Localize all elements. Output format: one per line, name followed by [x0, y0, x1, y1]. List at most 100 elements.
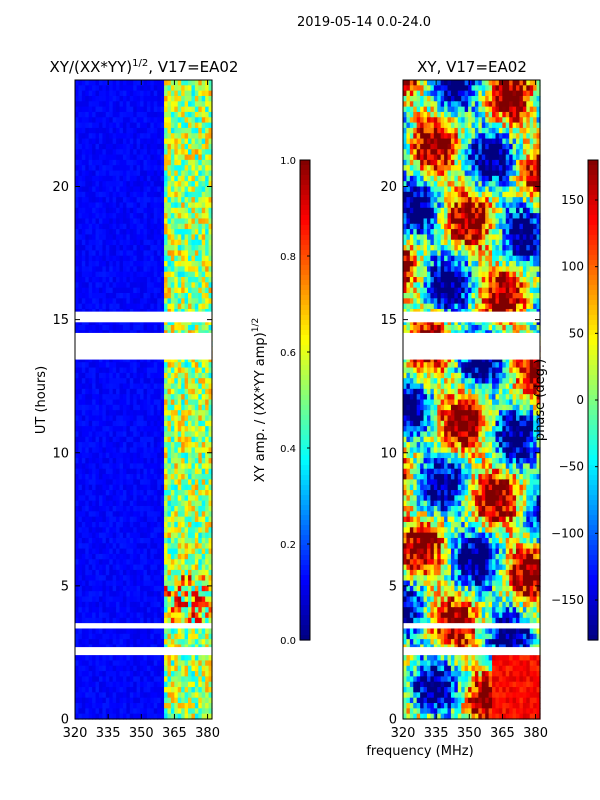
heatmap-cell [170, 266, 175, 273]
heatmap-cell [174, 532, 179, 539]
heatmap-cell [126, 127, 131, 134]
heatmap-cell [78, 569, 83, 576]
heatmap-cell [167, 548, 172, 555]
heatmap-cell [105, 101, 110, 108]
heatmap-cell [109, 106, 114, 113]
heatmap-cell [188, 548, 193, 555]
heatmap-cell [88, 372, 93, 379]
heatmap-cell [181, 532, 186, 539]
heatmap-cell [188, 521, 193, 528]
heatmap-cell [170, 521, 175, 528]
heatmap-cell [122, 543, 127, 550]
heatmap-cell [208, 282, 213, 289]
heatmap-cell [208, 436, 213, 443]
heatmap-cell [146, 266, 151, 273]
heatmap-cell [112, 575, 117, 582]
heatmap-cell [105, 85, 110, 92]
heatmap-cell [167, 101, 172, 108]
heatmap-cell [112, 543, 117, 550]
heatmap-cell [167, 90, 172, 97]
heatmap-cell [205, 138, 210, 145]
heatmap-cell [95, 442, 100, 449]
heatmap-cell [498, 80, 503, 86]
heatmap-cell [119, 175, 124, 182]
heatmap-cell [119, 181, 124, 188]
heatmap-cell [191, 564, 196, 571]
heatmap-cell [129, 149, 134, 156]
heatmap-cell [181, 436, 186, 443]
heatmap-cell [201, 511, 206, 518]
heatmap-cell [109, 687, 114, 693]
heatmap-cell [88, 229, 93, 236]
heatmap-cell [153, 207, 158, 214]
heatmap-cell [126, 532, 131, 539]
heatmap-cell [194, 585, 199, 592]
heatmap-cell [119, 532, 124, 539]
heatmap-cell [157, 612, 162, 619]
heatmap-cell [119, 388, 124, 395]
heatmap-cell [194, 117, 199, 124]
heatmap-cell [194, 255, 199, 262]
heatmap-cell [129, 362, 134, 369]
heatmap-cell [112, 591, 117, 598]
heatmap-cell [194, 261, 199, 267]
heatmap-cell [102, 229, 107, 236]
heatmap-cell [188, 287, 193, 294]
heatmap-cell [88, 324, 93, 331]
heatmap-cell [88, 287, 93, 294]
heatmap-cell [81, 122, 86, 129]
heatmap-cell [81, 181, 86, 188]
heatmap-cell [98, 617, 103, 624]
heatmap-cell [129, 324, 134, 331]
heatmap-cell [140, 197, 145, 204]
heatmap-cell [191, 479, 196, 486]
heatmap-cell [177, 197, 182, 204]
heatmap-cell [208, 628, 213, 635]
heatmap-cell [188, 692, 193, 699]
heatmap-cell [450, 80, 455, 86]
heatmap-cell [75, 394, 80, 401]
colorbar-step [300, 440, 310, 446]
heatmap-cell [146, 537, 151, 544]
heatmap-cell [122, 90, 127, 97]
heatmap-cell [157, 159, 162, 166]
heatmap-cell [95, 207, 100, 214]
heatmap-cell [167, 186, 172, 193]
heatmap-cell [88, 697, 93, 704]
heatmap-cell [88, 197, 93, 204]
heatmap-cell [133, 143, 138, 150]
heatmap-cell [126, 559, 131, 566]
heatmap-cell [164, 569, 169, 576]
heatmap-cell [78, 671, 83, 677]
heatmap-cell [119, 500, 124, 507]
heatmap-cell [129, 271, 134, 278]
heatmap-cell [105, 511, 110, 518]
heatmap-cell [88, 468, 93, 475]
heatmap-cell [133, 181, 138, 188]
heatmap-cell [136, 287, 141, 294]
heatmap-cell [109, 639, 114, 646]
heatmap-cell [188, 388, 193, 395]
heatmap-cell [122, 117, 127, 124]
heatmap-cell [191, 703, 196, 709]
heatmap-cell [160, 154, 165, 161]
heatmap-cell [105, 372, 110, 379]
heatmap-cell [133, 468, 138, 475]
heatmap-cell [81, 585, 86, 592]
heatmap-cell [109, 223, 114, 230]
heatmap-cell [160, 127, 165, 134]
heatmap-cell [102, 527, 107, 534]
heatmap-cell [88, 117, 93, 124]
heatmap-cell [119, 596, 124, 603]
heatmap-cell [112, 479, 117, 486]
heatmap-cell [478, 80, 483, 86]
heatmap-cell [95, 106, 100, 113]
colorbar-step [300, 385, 310, 391]
heatmap-cell [150, 143, 155, 150]
heatmap-cell [98, 277, 103, 283]
heatmap-cell [95, 218, 100, 225]
heatmap-cell [119, 101, 124, 108]
heatmap-cell [133, 186, 138, 193]
heatmap-cell [146, 452, 151, 459]
colorbar-step [300, 410, 310, 416]
